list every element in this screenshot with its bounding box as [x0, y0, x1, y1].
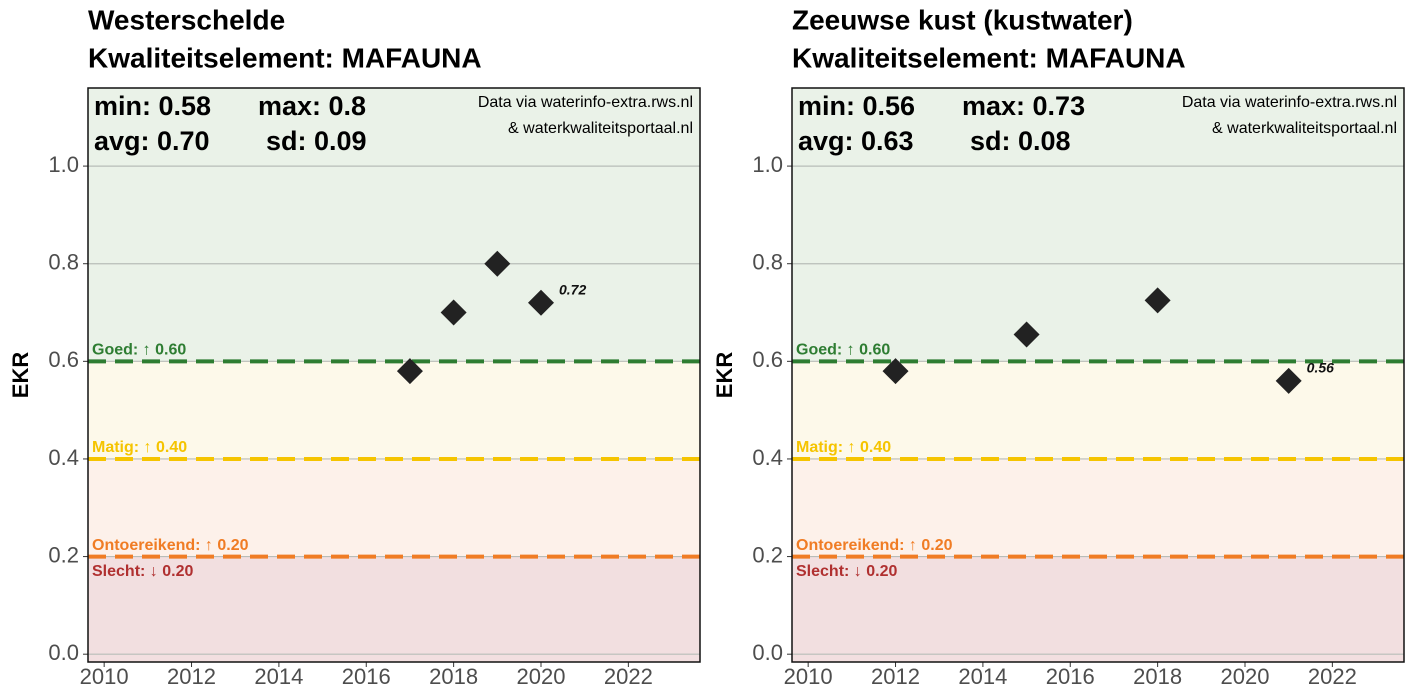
stat-label: avg: 0.70	[94, 126, 210, 156]
point	[1013, 321, 1040, 348]
x-tick-label: 2016	[1046, 664, 1095, 689]
y-tick-label: 0.6	[48, 347, 79, 372]
point	[1144, 287, 1171, 314]
plot-border	[87, 87, 701, 663]
x-tick-label: 2020	[517, 664, 566, 689]
quality-band	[88, 361, 700, 459]
point	[527, 289, 554, 316]
x-tick-label: 2016	[342, 664, 391, 689]
source-note: Data via waterinfo-extra.rws.nl	[478, 94, 693, 111]
stat-label: min: 0.56	[798, 91, 915, 121]
x-tick-label: 2018	[429, 664, 478, 689]
quality-band	[88, 458, 700, 557]
y-tick-label: 1.0	[48, 152, 79, 177]
y-tick-label: 0.4	[752, 445, 783, 470]
threshold-label: Slecht: ↓ 0.20	[796, 563, 897, 580]
y-tick-label: 0.8	[752, 250, 783, 275]
stat-label: max: 0.8	[258, 91, 366, 121]
x-tick-label: 2012	[167, 664, 216, 689]
y-tick-label: 0.0	[752, 640, 783, 665]
threshold-label: Slecht: ↓ 0.20	[92, 563, 193, 580]
threshold-label: Ontoereikend: ↑ 0.20	[92, 537, 249, 554]
chart-panel: Zeeuwse kust (kustwater) Kwaliteitselemen…	[712, 4, 1405, 689]
chart-title: Zeeuwse kust (kustwater)	[792, 4, 1133, 35]
y-tick-label: 1.0	[752, 152, 783, 177]
point-label: 0.72	[559, 281, 586, 297]
chart-subtitle: Kwaliteitselement: MAFAUNA	[88, 42, 482, 73]
quality-band	[88, 88, 700, 362]
y-tick-label: 0.2	[752, 542, 783, 567]
source-note: & waterkwaliteitsportaal.nl	[1212, 120, 1397, 137]
x-tick-label: 2018	[1133, 664, 1182, 689]
stat-label: max: 0.73	[962, 91, 1085, 121]
point	[882, 358, 909, 385]
point	[1275, 367, 1302, 394]
point	[396, 358, 423, 385]
chart-title: Westerschelde	[88, 4, 285, 35]
threshold-label: Matig: ↑ 0.40	[92, 439, 187, 456]
quality-band	[88, 556, 700, 662]
point	[484, 250, 511, 277]
stat-label: avg: 0.63	[798, 126, 914, 156]
x-tick-label: 2010	[784, 664, 833, 689]
chart-panel: Westerschelde Kwaliteitselement: MAFAUNA 0…	[8, 4, 701, 689]
source-note: Data via waterinfo-extra.rws.nl	[1182, 94, 1397, 111]
y-tick-label: 0.6	[752, 347, 783, 372]
x-tick-label: 2022	[1308, 664, 1357, 689]
y-axis-label: EKR	[712, 352, 737, 399]
x-tick-label: 2012	[871, 664, 920, 689]
x-tick-label: 2014	[254, 664, 303, 689]
x-tick-label: 2010	[80, 664, 129, 689]
point	[440, 299, 467, 326]
threshold-label: Goed: ↑ 0.60	[796, 342, 890, 359]
point-label: 0.56	[1307, 360, 1334, 376]
y-tick-label: 0.2	[48, 542, 79, 567]
x-tick-label: 2022	[604, 664, 653, 689]
threshold-label: Matig: ↑ 0.40	[796, 439, 891, 456]
x-tick-label: 2020	[1221, 664, 1270, 689]
y-axis-label: EKR	[8, 352, 33, 399]
stat-label: sd: 0.08	[970, 126, 1071, 156]
stat-label: min: 0.58	[94, 91, 211, 121]
quality-band	[792, 88, 1404, 362]
threshold-label: Ontoereikend: ↑ 0.20	[796, 537, 953, 554]
chart-subtitle: Kwaliteitselement: MAFAUNA	[792, 42, 1186, 73]
y-tick-label: 0.4	[48, 445, 79, 470]
threshold-label: Goed: ↑ 0.60	[92, 342, 186, 359]
y-tick-label: 0.0	[48, 640, 79, 665]
source-note: & waterkwaliteitsportaal.nl	[508, 120, 693, 137]
quality-band	[792, 458, 1404, 557]
plot-border	[791, 87, 1405, 663]
x-tick-label: 2014	[958, 664, 1007, 689]
stat-label: sd: 0.09	[266, 126, 367, 156]
quality-band	[792, 556, 1404, 662]
y-tick-label: 0.8	[48, 250, 79, 275]
